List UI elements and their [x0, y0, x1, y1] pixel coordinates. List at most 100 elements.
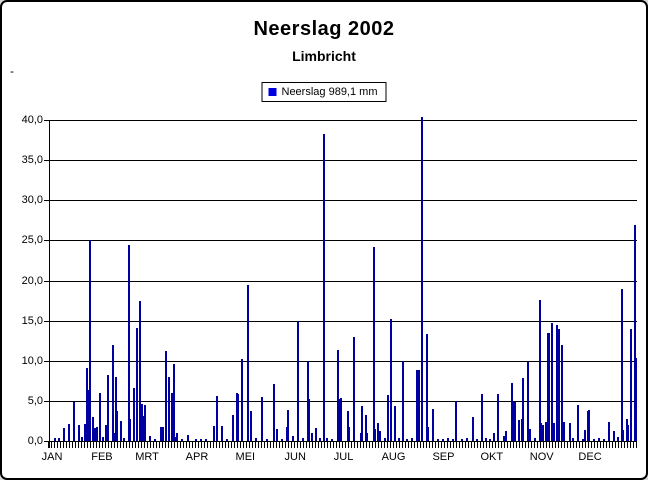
- precipitation-bar: [556, 325, 558, 441]
- precipitation-bar: [113, 433, 115, 441]
- precipitation-bar: [107, 375, 109, 441]
- precipitation-bar: [255, 438, 257, 441]
- precipitation-bar: [426, 334, 428, 441]
- y-axis-label: 30,0: [21, 194, 43, 207]
- legend-label: Neerslag 989,1 mm: [281, 86, 378, 98]
- precipitation-bar: [622, 430, 624, 441]
- precipitation-bar: [331, 439, 333, 441]
- y-axis-label: 10,0: [21, 354, 43, 367]
- precipitation-bar: [545, 422, 547, 441]
- y-axis-label: 20,0: [21, 274, 43, 287]
- precipitation-bar: [553, 423, 555, 441]
- precipitation-bar: [621, 289, 623, 441]
- precipitation-bar: [518, 420, 520, 441]
- precipitation-bar: [87, 390, 89, 441]
- precipitation-bar: [569, 423, 571, 441]
- precipitation-bar: [68, 424, 70, 441]
- y-axis-label: 25,0: [21, 234, 43, 247]
- precipitation-bar: [497, 394, 499, 441]
- precipitation-bar: [187, 435, 189, 441]
- precipitation-bar: [168, 377, 170, 441]
- chart-subtitle: Limbricht: [292, 48, 356, 64]
- y-axis-tick: [44, 441, 49, 442]
- x-axis-label: JUN: [284, 451, 306, 463]
- y-axis-label: 5,0: [27, 394, 43, 407]
- precipitation-bar: [394, 406, 396, 441]
- precipitation-bar: [427, 427, 429, 441]
- precipitation-bar: [406, 439, 408, 441]
- precipitation-bar: [261, 397, 263, 441]
- precipitation-bar: [447, 438, 449, 441]
- precipitation-bar: [81, 437, 83, 441]
- precipitation-bar: [466, 438, 468, 441]
- y-axis-label: 35,0: [21, 154, 43, 167]
- precipitation-bar: [99, 393, 101, 441]
- precipitation-bar: [373, 247, 375, 441]
- precipitation-bar: [493, 433, 495, 441]
- precipitation-bar: [347, 411, 349, 441]
- gridline: [49, 240, 637, 242]
- y-axis-tick: [44, 160, 49, 162]
- chart-title: Neerslag 2002: [253, 18, 395, 40]
- precipitation-bar: [617, 437, 619, 441]
- precipitation-bar: [527, 362, 529, 441]
- precipitation-bar: [205, 439, 207, 441]
- precipitation-bar: [311, 433, 313, 441]
- precipitation-bar: [237, 394, 239, 441]
- precipitation-bar: [123, 438, 125, 441]
- precipitation-bar: [116, 411, 118, 441]
- precipitation-bar: [102, 437, 104, 441]
- precipitation-bar: [411, 438, 413, 441]
- precipitation-bar: [319, 438, 321, 441]
- gridline: [49, 400, 637, 402]
- precipitation-bar: [514, 402, 516, 441]
- precipitation-bar: [384, 438, 386, 441]
- precipitation-bar: [181, 439, 183, 441]
- precipitation-bar: [136, 328, 138, 441]
- y-axis-tick: [44, 320, 49, 322]
- y-axis-tick: [44, 280, 49, 282]
- precipitation-bar: [461, 439, 463, 441]
- precipitation-bar: [112, 345, 114, 441]
- precipitation-bar: [558, 329, 560, 441]
- precipitation-bar: [89, 240, 91, 441]
- precipitation-bar: [323, 134, 325, 441]
- precipitation-bar: [139, 301, 141, 441]
- precipitation-bar: [379, 431, 381, 441]
- precipitation-bar: [96, 427, 98, 441]
- x-axis-label: SEP: [432, 451, 455, 463]
- precipitation-bar: [326, 438, 328, 441]
- precipitation-bar: [171, 393, 173, 441]
- precipitation-bar: [472, 417, 474, 441]
- precipitation-bar: [503, 436, 505, 441]
- precipitation-bar: [485, 438, 487, 441]
- precipitation-bar: [92, 417, 94, 441]
- precipitation-bar: [162, 427, 164, 441]
- x-axis-label: MRT: [135, 451, 159, 463]
- precipitation-bar: [173, 364, 175, 441]
- y-axis-label: 15,0: [21, 314, 43, 327]
- precipitation-bar: [73, 402, 75, 441]
- gridline: [49, 441, 637, 442]
- precipitation-bar: [387, 395, 389, 441]
- precipitation-bar: [361, 406, 363, 441]
- precipitation-bar: [582, 439, 584, 441]
- y-axis-tick: [44, 360, 49, 362]
- precipitation-bar: [588, 410, 590, 441]
- precipitation-bar: [374, 429, 376, 441]
- precipitation-bar: [232, 415, 234, 441]
- precipitation-bar: [213, 426, 215, 441]
- precipitation-bar: [154, 439, 156, 441]
- precipitation-bar: [54, 438, 56, 441]
- precipitation-bar: [418, 370, 420, 441]
- x-axis-tick-band: [48, 442, 638, 448]
- stray-axis-dash: -: [10, 64, 14, 78]
- precipitation-bar: [308, 399, 310, 441]
- precipitation-bar: [522, 378, 524, 441]
- precipitation-bar: [366, 433, 368, 441]
- precipitation-bar: [78, 425, 80, 441]
- x-axis-label: MEI: [235, 451, 256, 463]
- precipitation-bar: [115, 377, 117, 441]
- precipitation-bar: [421, 117, 423, 441]
